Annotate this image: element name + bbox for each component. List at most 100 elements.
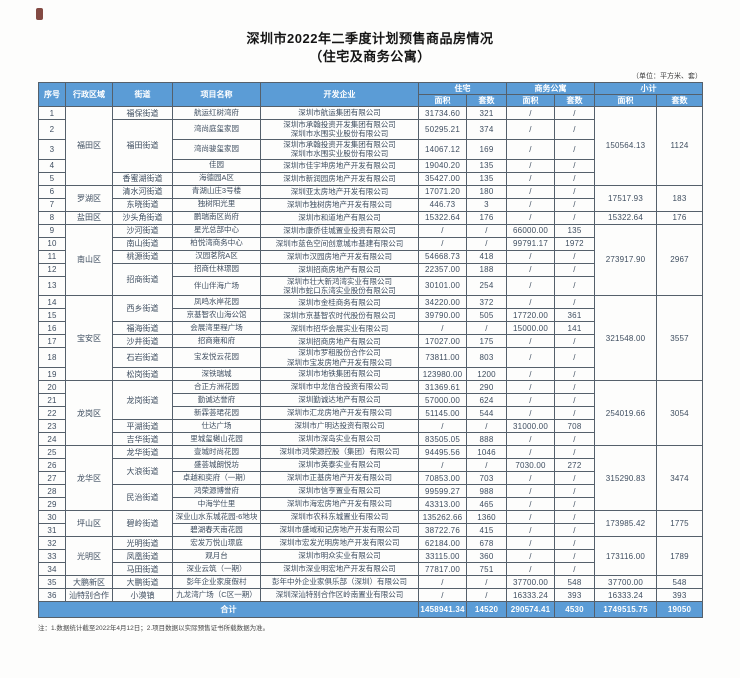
cell-serial: 26 bbox=[38, 458, 66, 473]
presale-table: 序号 行政区域 街道 项目名称 开发企业 住宅 商务公寓 小计 面积 套数 面积 套数 面积 套数 1 福田… bbox=[38, 82, 703, 619]
cell-apartment-units: 361 bbox=[554, 308, 595, 323]
cell-residential-units: / bbox=[466, 223, 507, 238]
cell-developer: 深圳市佳宇坤房地产开发有限公司 bbox=[260, 158, 419, 173]
table-row: 25 龙华区 龙华街道 壹城时尚花园 深圳市鸿荣源控股（集团）有限公司 94495.56 1… bbox=[38, 445, 703, 512]
cell-apartment-units: 135 bbox=[554, 223, 595, 238]
cell-apartment-area: / bbox=[506, 432, 555, 447]
cell-project: 会展湾里程广场 bbox=[172, 321, 261, 336]
cell-developer: 深圳市金桂商务有限公司 bbox=[260, 295, 419, 310]
cell-apartment-units: / bbox=[554, 497, 595, 512]
cell-subtotal-units: 1775 bbox=[656, 510, 703, 538]
cell-apartment-units: / bbox=[554, 347, 595, 369]
developer-line: 深圳市康侨佳城置业投资有限公司 bbox=[283, 225, 396, 235]
cell-developer: 深圳市英泰实业有限公司 bbox=[260, 458, 419, 473]
cell-project: 合正方洲花园 bbox=[172, 380, 261, 395]
cell-project: 湾尚庭玺家园 bbox=[172, 119, 261, 140]
cell-serial: 11 bbox=[38, 249, 66, 264]
cell-apartment-area: / bbox=[506, 549, 555, 564]
page-title-line1: 深圳市2022年二季度计划预售商品房情况 bbox=[246, 31, 494, 46]
table-row: 9 南山区 沙河街道 星光总部中心 深圳市康侨佳城置业投资有限公司 //66000.00 1… bbox=[38, 223, 703, 297]
cell-residential-area: 77817.00 bbox=[418, 562, 467, 577]
cell-apartment-units: / bbox=[554, 295, 595, 310]
cell-street: 大鹏街道 bbox=[112, 575, 173, 590]
cell-residential-area: / bbox=[418, 588, 467, 603]
table-row: 34 马田街道 深业云筑（一期） 深圳市深业明宏地产开发有限公司 77817.00 751… bbox=[38, 562, 703, 577]
cell-project: 观月台 bbox=[172, 549, 261, 564]
cell-serial: 24 bbox=[38, 432, 66, 447]
cell-residential-area: 94495.56 bbox=[418, 445, 467, 460]
table-row: 26 大浪街道 盛荟城朗悦坊 深圳市英泰实业有限公司 //7030.00 272 bbox=[38, 458, 703, 486]
cell-apartment-area: / bbox=[506, 184, 555, 199]
cell-street: 福海街道 bbox=[112, 321, 173, 336]
cell-apartment-area: 7030.00 bbox=[506, 458, 555, 473]
cell-serial: 13 bbox=[38, 275, 66, 297]
cell-apartment-units: / bbox=[554, 536, 595, 551]
cell-residential-area: 17027.00 bbox=[418, 334, 467, 349]
cell-subtotal-units: 183 bbox=[656, 184, 703, 212]
developer-line: 深圳亚太房地产开发有限公司 bbox=[290, 186, 389, 196]
cell-apartment-units: 708 bbox=[554, 419, 595, 434]
cell-residential-area: 51145.00 bbox=[418, 406, 467, 421]
cell-residential-area: 54668.73 bbox=[418, 249, 467, 264]
cell-residential-area: 33115.00 bbox=[418, 549, 467, 564]
cell-serial: 22 bbox=[38, 406, 66, 421]
cell-serial: 12 bbox=[38, 262, 66, 277]
cell-residential-units: 803 bbox=[466, 347, 507, 369]
cell-serial: 15 bbox=[38, 308, 66, 323]
cell-serial: 23 bbox=[38, 419, 66, 434]
cell-developer: 深圳市明众实业有限公司 bbox=[260, 549, 419, 564]
total-subtotal-area: 1749515.75 bbox=[594, 601, 657, 619]
cell-developer: 深圳亚太房地产开发有限公司 bbox=[260, 184, 419, 199]
cell-residential-area: 57000.00 bbox=[418, 393, 467, 408]
developer-line: 深圳市水围实业股份有限公司 bbox=[290, 129, 389, 139]
cell-apartment-area: / bbox=[506, 210, 555, 225]
table-row: 7 东晓街道 独树阳光里 深圳市独树房地产开发有限公司 446.73 3// bbox=[38, 197, 703, 212]
cell-apartment-units: 141 bbox=[554, 321, 595, 336]
table-row: 1 福田区 福保街道 航运红树湾府 深圳市航运集团有限公司 31734.60 321//15… bbox=[38, 106, 703, 186]
cell-street: 龙岗街道 bbox=[112, 380, 173, 421]
cell-serial: 31 bbox=[38, 523, 66, 538]
cell-apartment-area: / bbox=[506, 523, 555, 538]
developer-line: 深圳市英泰实业有限公司 bbox=[298, 460, 381, 470]
cell-developer: 深圳市康侨佳城置业投资有限公司 bbox=[260, 223, 419, 238]
developer-line: 深圳市承翰投资开发集团有限公司 bbox=[283, 139, 396, 149]
cell-street: 清水河街道 bbox=[112, 184, 173, 199]
developer-line: 深圳市深业明宏地产开发有限公司 bbox=[283, 564, 396, 574]
cell-developer: 深圳市正基房地产开发有限公司 bbox=[260, 471, 419, 486]
table-row: 6 罗湖区 清水河街道 青湖山庄3号楼 深圳亚太房地产开发有限公司 17071.20 180… bbox=[38, 184, 703, 212]
cell-developer: 深圳市海宏房地产开发有限公司 bbox=[260, 497, 419, 512]
cell-apartment-area: / bbox=[506, 275, 555, 297]
cell-apartment-area: / bbox=[506, 406, 555, 421]
cell-developer: 深圳市新润园房地产开发有限公司 bbox=[260, 171, 419, 186]
developer-line: 深圳市宝发房地产开发有限公司 bbox=[287, 357, 392, 367]
cell-residential-area: 19040.20 bbox=[418, 158, 467, 173]
developer-line: 深圳深汕特别合作区岭南置业有限公司 bbox=[275, 590, 404, 600]
cell-serial: 5 bbox=[38, 171, 66, 186]
total-residential-units: 14520 bbox=[466, 601, 507, 619]
cell-street: 石岩街道 bbox=[112, 347, 173, 369]
cell-apartment-units: / bbox=[554, 275, 595, 297]
cell-residential-units: / bbox=[466, 588, 507, 603]
cell-developer: 深圳市独树房地产开发有限公司 bbox=[260, 197, 419, 212]
cell-residential-area: 50295.21 bbox=[418, 119, 467, 140]
cell-residential-area: 35427.00 bbox=[418, 171, 467, 186]
cell-residential-area: / bbox=[418, 458, 467, 473]
cell-residential-area: / bbox=[418, 321, 467, 336]
cell-subtotal-units: 3557 bbox=[656, 295, 703, 382]
cell-project: 海德园A区 bbox=[172, 171, 261, 186]
cell-developer: 深圳市信亨置业有限公司 bbox=[260, 484, 419, 499]
cell-apartment-units: / bbox=[554, 562, 595, 577]
cell-apartment-area: / bbox=[506, 484, 555, 499]
cell-project: 佳园 bbox=[172, 158, 261, 173]
cell-project: 独树阳光里 bbox=[172, 197, 261, 212]
cell-apartment-units: / bbox=[554, 380, 595, 395]
cell-apartment-units: 272 bbox=[554, 458, 595, 473]
cell-developer: 深圳市广明达投资有限公司 bbox=[260, 419, 419, 434]
col-district: 行政区域 bbox=[65, 82, 113, 108]
cell-subtotal-area: 150564.13 bbox=[594, 106, 657, 186]
cell-district: 龙岗区 bbox=[65, 380, 113, 447]
cell-apartment-units: / bbox=[554, 393, 595, 408]
cell-subtotal-area: 16333.24 bbox=[594, 588, 657, 603]
cell-residential-units: 169 bbox=[466, 138, 507, 160]
